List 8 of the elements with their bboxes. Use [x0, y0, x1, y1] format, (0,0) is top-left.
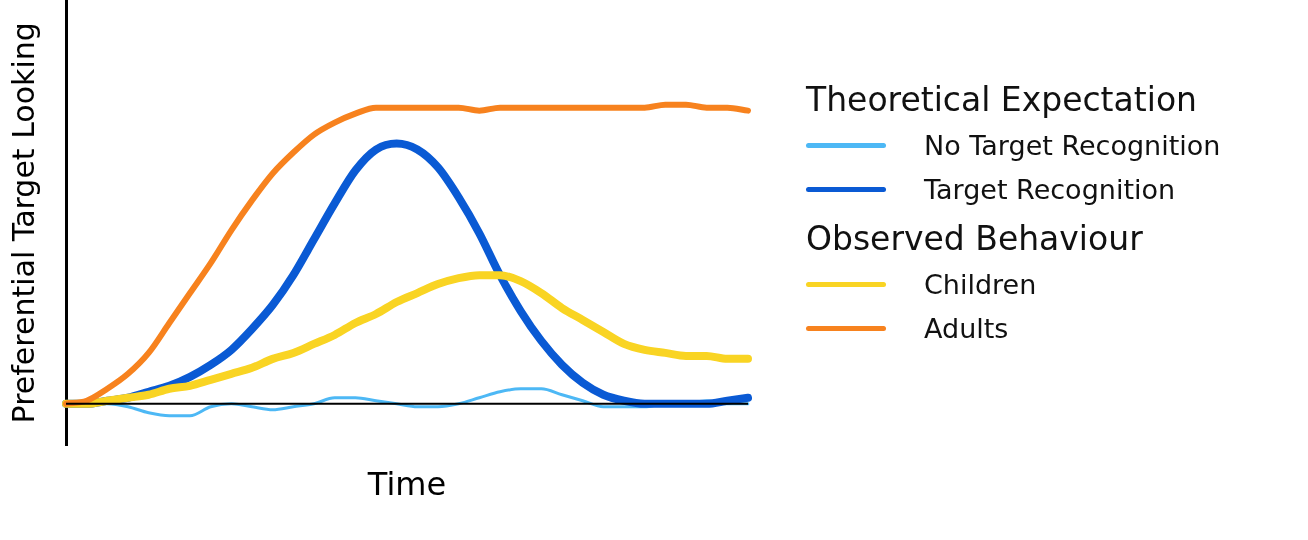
x-axis-title: Time: [366, 465, 447, 504]
text: Observed Behaviour: [806, 219, 1144, 258]
text: Theoretical Expectation: [806, 80, 1198, 119]
legend-label: Target Recognition: [924, 173, 1176, 205]
legend-label: No Target Recognition: [924, 129, 1221, 161]
legend-label: Adults: [924, 312, 1009, 344]
y-axis-title: Preferential Target Looking: [5, 22, 41, 424]
legend-label: Children: [924, 268, 1037, 300]
